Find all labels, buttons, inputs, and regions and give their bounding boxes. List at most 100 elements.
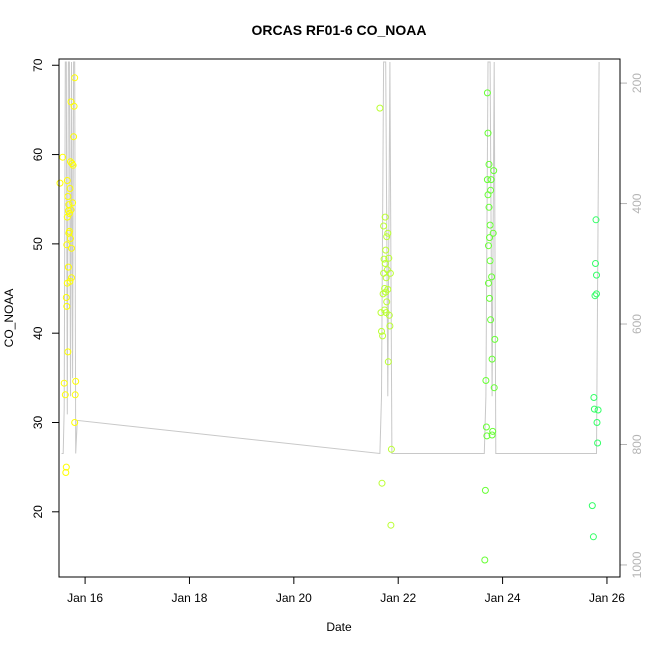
- y-axis: 20 30 40 50 60 70: [31, 58, 60, 519]
- x-axis-label: Date: [326, 620, 352, 634]
- data-point: [385, 254, 393, 262]
- data-point: [56, 179, 64, 187]
- pressure-line-layer: [61, 61, 600, 455]
- data-point: [490, 384, 498, 392]
- data-point: [382, 246, 390, 254]
- data-point: [590, 394, 598, 401]
- data-point: [385, 311, 393, 319]
- data-point: [386, 269, 394, 277]
- data-point: [63, 302, 71, 310]
- data-point: [482, 423, 490, 431]
- data-point: [63, 177, 71, 184]
- data-point: [591, 292, 599, 300]
- data-points-layer: [56, 74, 602, 564]
- data-point: [489, 229, 497, 237]
- data-point: [71, 419, 79, 426]
- data-point: [380, 255, 388, 263]
- y2-axis: 200 400 600 800 1000: [619, 73, 644, 578]
- x-tick-label: Jan 24: [485, 591, 521, 605]
- data-point: [485, 160, 493, 168]
- data-point: [484, 129, 492, 137]
- data-point: [67, 206, 75, 214]
- data-point: [593, 271, 600, 279]
- data-point: [64, 193, 72, 200]
- data-point: [488, 355, 496, 363]
- data-point: [381, 260, 389, 267]
- data-point: [68, 274, 75, 282]
- x-tick-label: Jan 20: [276, 591, 312, 605]
- data-point: [69, 161, 77, 169]
- data-point: [488, 431, 496, 439]
- data-point: [66, 185, 74, 192]
- x-tick-label: Jan 26: [589, 591, 625, 605]
- data-point: [589, 533, 597, 541]
- data-point: [61, 391, 69, 399]
- data-point: [481, 486, 489, 494]
- y2-tick-label: 1000: [630, 551, 644, 578]
- plot-frame: [58, 58, 621, 578]
- data-point: [380, 222, 388, 230]
- data-point: [384, 358, 392, 366]
- data-point: [481, 556, 489, 564]
- data-point: [588, 502, 596, 510]
- data-point: [485, 242, 492, 250]
- chart-title: ORCAS RF01-6 CO_NOAA: [251, 22, 426, 38]
- data-point: [387, 521, 395, 529]
- data-point: [384, 285, 392, 293]
- data-point: [68, 244, 75, 252]
- data-point: [59, 153, 67, 161]
- data-point: [379, 332, 387, 340]
- data-point: [71, 74, 79, 82]
- x-axis: Jan 16 Jan 18 Jan 20 Jan 22 Jan 24 Jan 26: [67, 576, 625, 605]
- data-point: [491, 335, 499, 343]
- data-point: [378, 327, 385, 335]
- y-tick-label: 30: [31, 415, 45, 429]
- data-point: [383, 233, 391, 241]
- data-point: [488, 273, 496, 281]
- data-point: [64, 263, 72, 271]
- data-point: [70, 133, 78, 141]
- data-point: [483, 176, 491, 184]
- data-point: [482, 377, 490, 384]
- data-point: [62, 463, 70, 471]
- data-point: [68, 160, 76, 167]
- y-tick-label: 20: [31, 505, 45, 519]
- data-point: [594, 406, 602, 414]
- data-point: [70, 102, 78, 110]
- data-point: [486, 294, 493, 302]
- data-point: [381, 285, 389, 292]
- data-point: [487, 176, 495, 184]
- data-point: [65, 210, 73, 217]
- data-point: [66, 277, 74, 285]
- data-point: [69, 199, 77, 207]
- data-point: [490, 167, 498, 175]
- data-point: [387, 445, 395, 453]
- data-point: [483, 432, 491, 440]
- y2-tick-label: 400: [630, 193, 644, 213]
- data-point: [382, 274, 390, 282]
- data-point: [489, 427, 497, 435]
- data-point: [592, 260, 599, 267]
- data-point: [62, 469, 70, 476]
- y-tick-label: 60: [31, 148, 45, 162]
- data-point: [485, 203, 493, 211]
- x-tick-label: Jan 16: [67, 591, 103, 605]
- data-point: [64, 348, 72, 356]
- data-point: [376, 104, 384, 112]
- pressure-line: [61, 61, 600, 455]
- data-point: [486, 257, 494, 265]
- data-point: [383, 298, 391, 306]
- data-point: [594, 439, 602, 447]
- data-point: [487, 316, 495, 324]
- data-point: [60, 379, 68, 387]
- data-point: [592, 216, 600, 224]
- data-point: [72, 377, 80, 385]
- data-point: [384, 229, 392, 237]
- data-point: [486, 234, 493, 242]
- data-point: [65, 227, 73, 235]
- x-tick-label: Jan 22: [380, 591, 416, 605]
- x-tick-label: Jan 18: [171, 591, 207, 605]
- data-point: [386, 322, 394, 330]
- data-point: [485, 279, 492, 287]
